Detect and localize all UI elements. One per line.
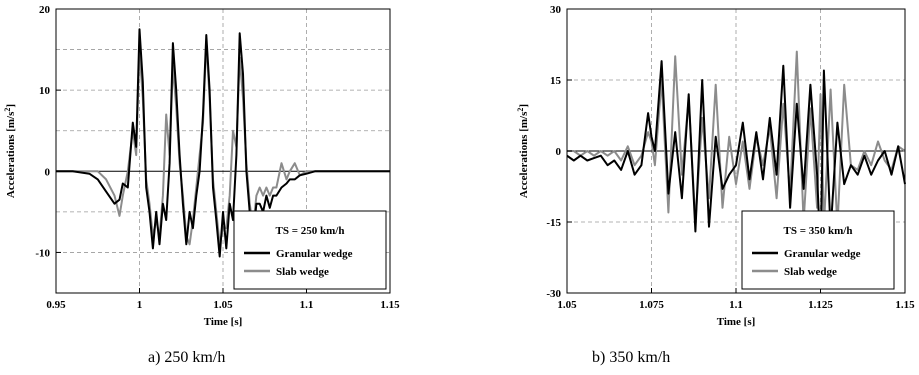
- y-axis-label: Accelerations [m/s2]: [516, 104, 531, 198]
- series-line-granular: [56, 28, 390, 258]
- x-tick-label: 1.075: [639, 299, 664, 311]
- x-tick-label: 1.1: [300, 299, 314, 311]
- series-line-slab: [567, 50, 906, 228]
- y-tick-label: 10: [39, 85, 51, 97]
- x-tick-label: 0.95: [46, 299, 66, 311]
- x-tick-label: 1.05: [557, 299, 577, 311]
- y-tick-label: -10: [35, 247, 50, 259]
- y-tick-label: -15: [546, 217, 561, 229]
- caption-b: b) 350 km/h: [592, 349, 671, 366]
- x-tick-label: 1.125: [808, 299, 833, 311]
- x-axis-label: Time [s]: [717, 316, 756, 328]
- legend-box: [741, 210, 895, 290]
- legend-label-granular: Granular wedge: [784, 248, 861, 260]
- x-tick-label: 1: [137, 299, 143, 311]
- legend: TS = 350 km/h Granular wedge Slab wedge: [741, 210, 895, 290]
- x-tick-label: 1.05: [213, 299, 233, 311]
- legend-title: TS = 250 km/h: [276, 225, 345, 237]
- legend-label-slab: Slab wedge: [276, 266, 329, 278]
- y-tick-label: 30: [550, 4, 562, 16]
- legend-title: TS = 350 km/h: [784, 225, 853, 237]
- x-tick-label: 1.15: [380, 299, 400, 311]
- legend: TS = 250 km/h Granular wedge Slab wedge: [233, 210, 387, 290]
- y-tick-label: 0: [45, 166, 51, 178]
- chart-a: 0.95 1 1.05 1.1 1.15 -10 0 10 20 Time [s] Accelera…: [3, 4, 401, 328]
- y-axis-label: Accelerations [m/s2]: [3, 104, 18, 198]
- y-tick-label: 0: [556, 146, 562, 158]
- legend-box: [233, 210, 387, 290]
- legend-label-slab: Slab wedge: [784, 266, 837, 278]
- y-tick-label: -30: [546, 288, 561, 300]
- x-tick-label: 1.15: [895, 299, 915, 311]
- chart-b: 1.05 1.075 1.1 1.125 1.15 -30 -15 0 15 30 Time [s]…: [516, 4, 916, 328]
- y-tick-label: 15: [550, 75, 562, 87]
- y-tick-label: 20: [39, 4, 51, 16]
- caption-a: a) 250 km/h: [148, 349, 226, 366]
- legend-label-granular: Granular wedge: [276, 248, 353, 260]
- series-line-granular: [566, 60, 906, 257]
- x-axis-label: Time [s]: [204, 316, 243, 328]
- x-tick-label: 1.1: [729, 299, 743, 311]
